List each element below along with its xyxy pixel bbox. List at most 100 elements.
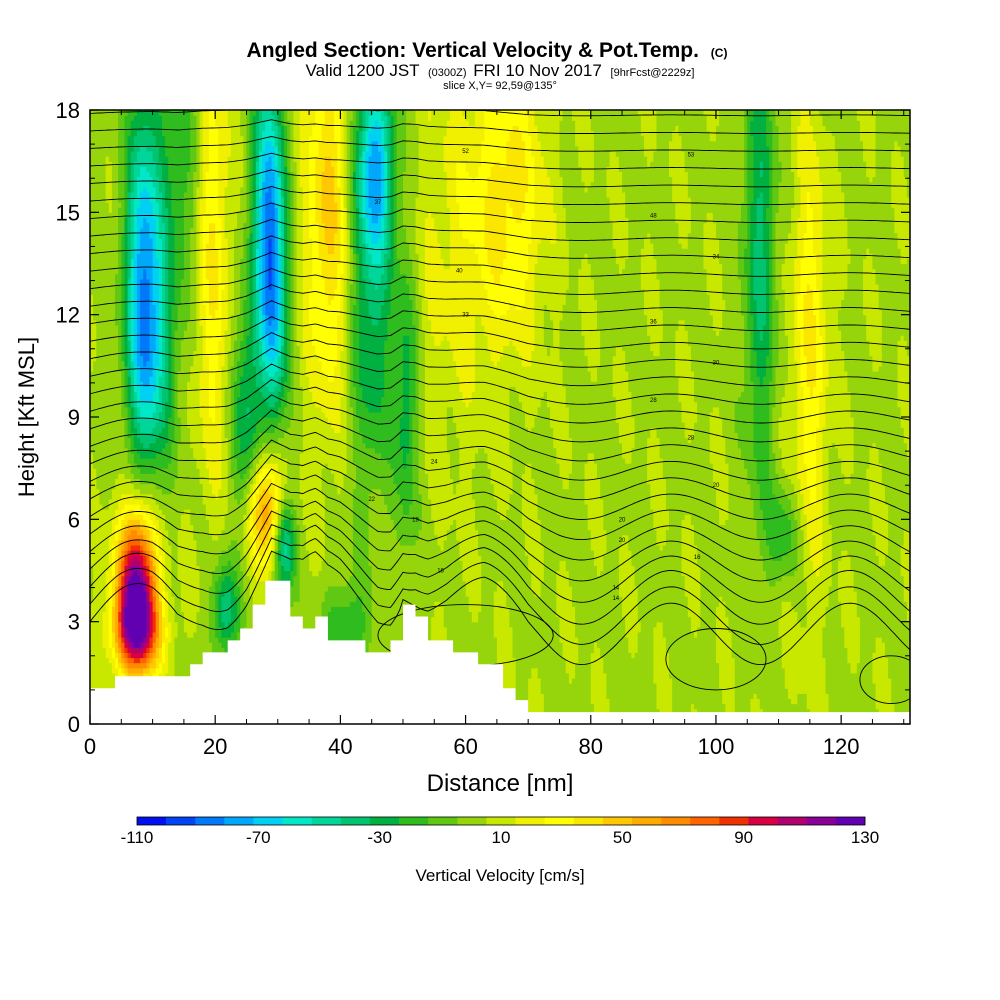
velocity-cell [672,657,676,664]
velocity-cell [218,637,223,643]
velocity-cell [105,647,110,653]
velocity-cell [90,657,94,664]
velocity-cell [93,631,97,638]
velocity-cell [800,698,805,705]
velocity-cell [90,683,94,689]
velocity-cell [722,672,726,679]
velocity-cell [130,662,135,669]
velocity-cell [859,642,864,648]
velocity-cell [202,631,207,638]
velocity-cell [212,631,216,638]
velocity-cell [850,637,855,643]
velocity-cell [884,703,889,710]
velocity-cell [762,683,767,689]
velocity-cell [543,647,548,653]
velocity-cell [903,626,908,633]
velocity-cell [853,626,858,633]
velocity-cell [731,652,736,659]
velocity-cell [177,667,182,674]
velocity-cell [368,626,373,633]
velocity-cell [108,621,113,628]
velocity-cell [665,631,670,638]
velocity-cell [712,683,717,689]
velocity-cell [856,683,861,689]
velocity-cell [744,683,748,689]
velocity-cell [130,637,135,643]
velocity-cell [722,657,726,664]
velocity-cell [712,708,717,715]
velocity-cell [834,703,839,710]
velocity-cell [518,672,523,679]
velocity-cell [750,637,755,643]
velocity-cell [531,631,536,638]
velocity-cell [124,647,129,653]
velocity-cell [828,652,833,659]
velocity-cell [859,683,864,689]
velocity-cell [866,662,870,669]
velocity-cell [775,672,780,679]
velocity-cell [797,652,802,659]
velocity-cell [869,672,874,679]
velocity-cell [221,642,226,648]
velocity-cell [897,698,902,705]
velocity-cell [769,667,773,674]
velocity-cell [503,652,507,659]
velocity-cell [787,693,792,700]
velocity-cell [556,698,561,705]
velocity-cell [161,662,166,669]
velocity-cell [193,652,198,659]
velocity-cell [703,698,708,705]
velocity-cell [775,652,780,659]
velocity-cell [762,642,767,648]
velocity-cell [863,652,867,659]
velocity-cell [158,652,163,659]
velocity-cell [531,647,536,653]
velocity-cell [791,683,795,689]
velocity-cell [525,693,529,700]
velocity-cell [215,647,219,653]
velocity-cell [371,626,376,633]
velocity-cell [659,693,664,700]
velocity-cell [631,703,636,710]
velocity-cell [653,631,658,638]
velocity-cell [812,637,817,643]
velocity-cell [750,672,755,679]
velocity-cell [712,626,717,633]
velocity-cell [553,647,557,653]
velocity-cell [694,657,698,664]
velocity-cell [543,631,548,638]
velocity-cell [622,698,626,705]
velocity-cell [681,647,686,653]
velocity-cell [719,647,723,653]
velocity-cell [897,626,902,633]
velocity-cell [875,667,880,674]
velocity-cell [772,683,777,689]
velocity-cell [709,683,714,689]
velocity-cell [374,637,379,643]
velocity-cell [224,642,229,648]
velocity-cell [690,683,695,689]
velocity-cell [565,667,570,674]
velocity-cell [853,683,858,689]
velocity-cell [637,637,642,643]
velocity-cell [631,662,636,669]
velocity-cell [618,667,623,674]
velocity-cell [506,647,510,653]
velocity-cell [653,667,658,674]
velocity-cell [149,626,154,633]
velocity-cell [650,677,654,684]
velocity-cell [102,637,107,643]
velocity-cell [891,642,895,648]
velocity-cell [728,631,733,638]
velocity-cell [546,626,551,633]
velocity-cell [875,688,880,694]
velocity-cell [719,667,723,674]
velocity-cell [540,693,545,700]
velocity-cell [737,647,742,653]
velocity-cell [640,642,645,648]
velocity-cell [878,708,883,715]
velocity-cell [841,642,845,648]
velocity-cell [537,677,542,684]
velocity-cell [622,708,626,715]
velocity-cell [180,642,185,648]
